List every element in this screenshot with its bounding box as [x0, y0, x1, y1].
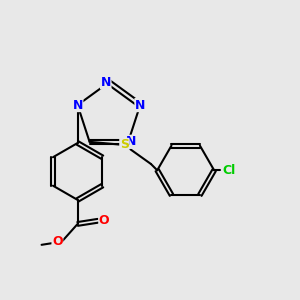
Text: N: N [126, 135, 136, 148]
Text: S: S [120, 139, 129, 152]
Text: O: O [52, 235, 63, 248]
Text: N: N [100, 76, 111, 89]
Text: N: N [135, 99, 146, 112]
Text: O: O [99, 214, 110, 227]
Text: N: N [72, 99, 83, 112]
Text: Cl: Cl [222, 164, 235, 177]
